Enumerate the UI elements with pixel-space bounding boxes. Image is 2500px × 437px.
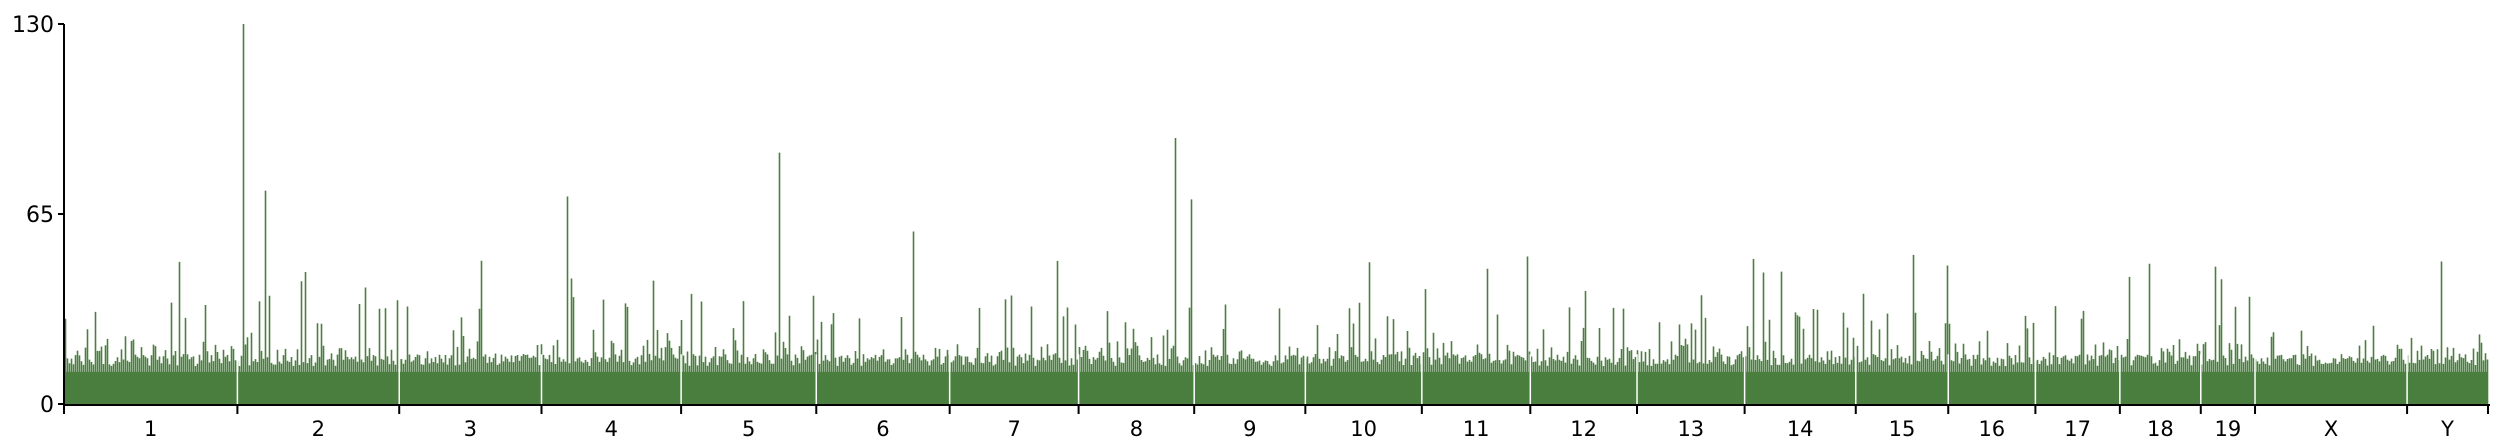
- x-tick-label-chromosome: 2: [312, 417, 325, 437]
- bars-layer: [64, 24, 2489, 404]
- x-tick-label-chromosome: 12: [1570, 417, 1597, 437]
- x-tick-label-chromosome: 13: [1677, 417, 1704, 437]
- chromosome-separators: [236, 354, 2408, 404]
- x-tick-label-chromosome: 10: [1350, 417, 1377, 437]
- x-tick-label-chromosome: 6: [876, 417, 889, 437]
- x-tick-label-chromosome: 3: [464, 417, 477, 437]
- x-tick-label-chromosome: 1: [144, 417, 157, 437]
- y-tick-label: 65: [26, 203, 54, 228]
- y-tick-label: 0: [40, 393, 54, 418]
- x-tick-label-chromosome: 17: [2064, 417, 2091, 437]
- y-tick-label: 130: [12, 13, 54, 38]
- x-tick-label-chromosome: 18: [2147, 417, 2174, 437]
- x-tick-label-chromosome: 8: [1130, 417, 1143, 437]
- x-tick-label-chromosome: 11: [1463, 417, 1490, 437]
- x-tick-label-chromosome: 7: [1007, 417, 1020, 437]
- x-tick-label-chromosome: 14: [1787, 417, 1814, 437]
- x-tick-label-chromosome: 4: [605, 417, 618, 437]
- x-tick-label-chromosome: 9: [1243, 417, 1256, 437]
- x-tick-label-chromosome: 5: [742, 417, 755, 437]
- x-tick-label-chromosome: 19: [2215, 417, 2242, 437]
- x-tick-label-chromosome: 16: [1978, 417, 2005, 437]
- x-tick-label-chromosome: 15: [1889, 417, 1916, 437]
- histogram-bars: [64, 24, 2489, 404]
- x-tick-label-chromosome: Y: [2440, 417, 2454, 437]
- axes: [58, 23, 2490, 414]
- x-tick-label-chromosome: X: [2324, 417, 2338, 437]
